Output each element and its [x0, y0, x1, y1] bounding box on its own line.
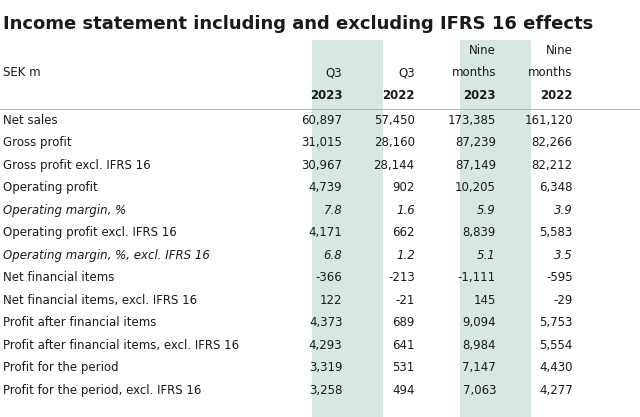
- Text: Operating profit: Operating profit: [3, 181, 98, 194]
- Text: 7,147: 7,147: [462, 361, 496, 374]
- Text: 173,385: 173,385: [448, 113, 496, 127]
- Text: -29: -29: [554, 294, 573, 307]
- Text: 9,094: 9,094: [462, 316, 496, 329]
- Text: 145: 145: [474, 294, 496, 307]
- Text: -21: -21: [396, 294, 415, 307]
- Text: 6.8: 6.8: [324, 249, 342, 262]
- Text: 689: 689: [392, 316, 415, 329]
- Text: 6,348: 6,348: [540, 181, 573, 194]
- Text: 5,583: 5,583: [540, 226, 573, 239]
- Text: 2022: 2022: [540, 89, 573, 102]
- Text: Profit after financial items: Profit after financial items: [3, 316, 157, 329]
- Text: 531: 531: [392, 361, 415, 374]
- Text: Nine: Nine: [469, 44, 496, 57]
- Text: Gross profit: Gross profit: [3, 136, 72, 149]
- Text: 5.1: 5.1: [477, 249, 496, 262]
- Text: 7.8: 7.8: [324, 203, 342, 217]
- Text: 1.6: 1.6: [396, 203, 415, 217]
- Text: Operating profit excl. IFRS 16: Operating profit excl. IFRS 16: [3, 226, 177, 239]
- Text: 4,293: 4,293: [308, 339, 342, 352]
- Bar: [312, 40, 383, 417]
- Text: 494: 494: [392, 384, 415, 397]
- Text: -366: -366: [316, 271, 342, 284]
- Text: 4,739: 4,739: [308, 181, 342, 194]
- Text: 641: 641: [392, 339, 415, 352]
- Text: 28,144: 28,144: [374, 158, 415, 172]
- Text: Net financial items: Net financial items: [3, 271, 115, 284]
- Text: 7,063: 7,063: [463, 384, 496, 397]
- Text: 8,839: 8,839: [463, 226, 496, 239]
- Text: 30,967: 30,967: [301, 158, 342, 172]
- Text: 82,212: 82,212: [532, 158, 573, 172]
- Text: months: months: [451, 66, 496, 79]
- Text: 161,120: 161,120: [524, 113, 573, 127]
- Text: 5,753: 5,753: [540, 316, 573, 329]
- Text: 87,149: 87,149: [455, 158, 496, 172]
- Text: Profit for the period, excl. IFRS 16: Profit for the period, excl. IFRS 16: [3, 384, 202, 397]
- Text: 4,277: 4,277: [539, 384, 573, 397]
- Text: Nine: Nine: [546, 44, 573, 57]
- Text: Net sales: Net sales: [3, 113, 58, 127]
- Text: Profit after financial items, excl. IFRS 16: Profit after financial items, excl. IFRS…: [3, 339, 239, 352]
- Text: Net financial items, excl. IFRS 16: Net financial items, excl. IFRS 16: [3, 294, 197, 307]
- Text: 60,897: 60,897: [301, 113, 342, 127]
- Text: -213: -213: [388, 271, 415, 284]
- Text: 902: 902: [392, 181, 415, 194]
- Text: 122: 122: [320, 294, 342, 307]
- Text: 5,554: 5,554: [540, 339, 573, 352]
- Text: 1.2: 1.2: [396, 249, 415, 262]
- Text: 4,171: 4,171: [308, 226, 342, 239]
- Text: months: months: [528, 66, 573, 79]
- Text: -1,111: -1,111: [458, 271, 496, 284]
- Text: 2023: 2023: [463, 89, 496, 102]
- Text: Q3: Q3: [326, 66, 342, 79]
- Text: 4,430: 4,430: [540, 361, 573, 374]
- Text: Gross profit excl. IFRS 16: Gross profit excl. IFRS 16: [3, 158, 151, 172]
- Text: 5.9: 5.9: [477, 203, 496, 217]
- Text: 82,266: 82,266: [532, 136, 573, 149]
- Text: SEK m: SEK m: [3, 66, 41, 79]
- Bar: [460, 40, 531, 417]
- Text: Profit for the period: Profit for the period: [3, 361, 119, 374]
- Text: 10,205: 10,205: [455, 181, 496, 194]
- Text: 4,373: 4,373: [309, 316, 342, 329]
- Text: Operating margin, %, excl. IFRS 16: Operating margin, %, excl. IFRS 16: [3, 249, 210, 262]
- Text: -595: -595: [546, 271, 573, 284]
- Text: 57,450: 57,450: [374, 113, 415, 127]
- Text: Q3: Q3: [398, 66, 415, 79]
- Text: 3,319: 3,319: [309, 361, 342, 374]
- Text: 662: 662: [392, 226, 415, 239]
- Text: 28,160: 28,160: [374, 136, 415, 149]
- Text: 2022: 2022: [382, 89, 415, 102]
- Text: 8,984: 8,984: [463, 339, 496, 352]
- Text: 3,258: 3,258: [309, 384, 342, 397]
- Text: 2023: 2023: [310, 89, 342, 102]
- Text: 31,015: 31,015: [301, 136, 342, 149]
- Text: 87,239: 87,239: [455, 136, 496, 149]
- Text: Income statement including and excluding IFRS 16 effects: Income statement including and excluding…: [3, 15, 593, 33]
- Text: Operating margin, %: Operating margin, %: [3, 203, 127, 217]
- Text: 3.5: 3.5: [554, 249, 573, 262]
- Text: 3.9: 3.9: [554, 203, 573, 217]
